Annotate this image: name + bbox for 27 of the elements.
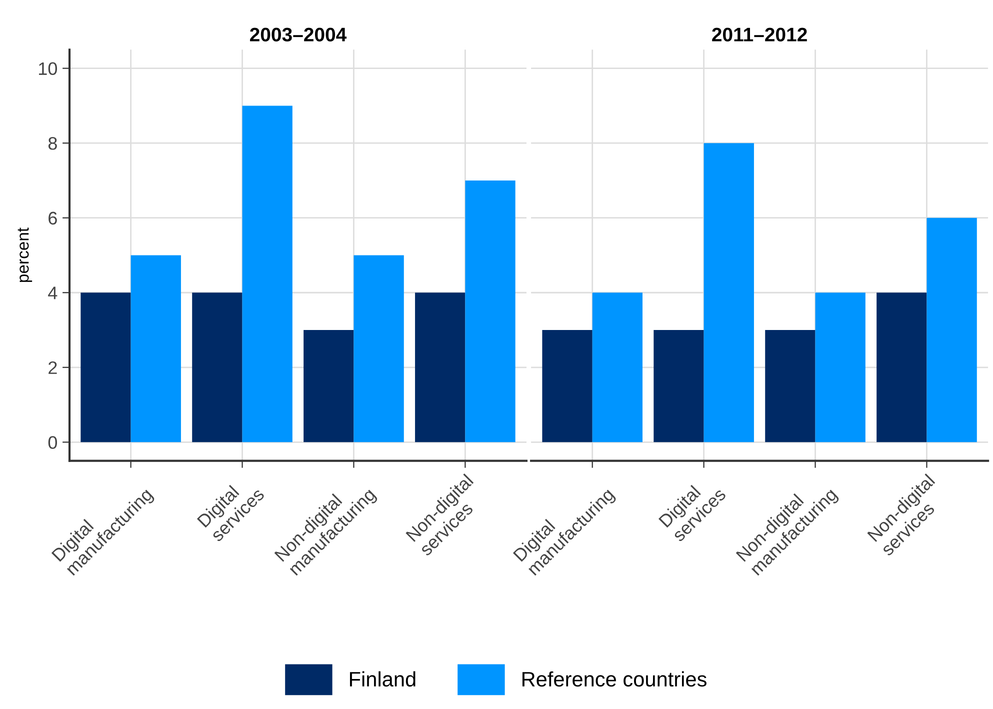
y-tick-label: 4 xyxy=(48,286,58,300)
y-tick-label: 8 xyxy=(48,137,57,150)
bar xyxy=(592,292,643,442)
bar xyxy=(130,255,181,442)
bar xyxy=(765,330,816,442)
chart-title: 2011–2012 xyxy=(712,28,807,42)
legend-label: Reference countries xyxy=(522,671,706,687)
bar xyxy=(876,292,927,442)
bar xyxy=(192,292,242,442)
y-tick-label: 0 xyxy=(48,436,57,449)
bar xyxy=(354,255,404,442)
y-tick-label: 2 xyxy=(48,361,57,374)
y-tick-label: 6 xyxy=(48,212,57,225)
bar xyxy=(242,106,292,442)
bar xyxy=(815,292,866,442)
bar xyxy=(704,143,754,442)
bar xyxy=(465,180,516,442)
legend-label: Finland xyxy=(350,671,416,687)
bar xyxy=(654,330,704,442)
y-tick-label: 10 xyxy=(39,62,57,76)
bar xyxy=(542,330,592,442)
bar xyxy=(926,218,977,442)
bar xyxy=(415,292,466,442)
bar xyxy=(80,292,131,442)
chart-title: 2003–2004 xyxy=(250,28,347,42)
bar xyxy=(304,330,354,442)
y-axis-title: percent xyxy=(18,228,32,282)
